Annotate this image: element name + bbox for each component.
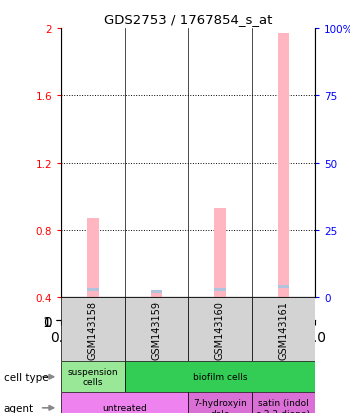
Text: agent: agent (4, 403, 34, 413)
Bar (252, 297, 315, 361)
Bar (214, 209, 225, 297)
Title: GDS2753 / 1767854_s_at: GDS2753 / 1767854_s_at (104, 13, 272, 26)
Bar (188, 392, 252, 413)
Bar (214, 288, 225, 292)
Bar (151, 291, 162, 297)
Text: biofilm cells: biofilm cells (193, 373, 247, 381)
Text: suspension
cells: suspension cells (68, 367, 118, 387)
Bar (188, 297, 252, 361)
Text: GSM143161: GSM143161 (278, 300, 288, 359)
Bar (87, 218, 99, 297)
Bar (252, 392, 315, 413)
Bar (278, 285, 289, 288)
Text: GSM143159: GSM143159 (152, 300, 161, 359)
Text: untreated: untreated (102, 404, 147, 412)
Text: 7-hydroxyin
dole: 7-hydroxyin dole (193, 398, 247, 413)
Bar (125, 297, 188, 361)
Bar (61, 297, 125, 361)
Bar (125, 361, 315, 392)
Text: satin (indol
e-2,3-dione): satin (indol e-2,3-dione) (256, 398, 311, 413)
Text: cell type: cell type (4, 372, 48, 382)
Bar (151, 290, 162, 293)
Bar (87, 288, 99, 292)
Bar (61, 361, 125, 392)
Text: GSM143160: GSM143160 (215, 300, 225, 359)
Text: GSM143158: GSM143158 (88, 300, 98, 359)
Bar (61, 392, 188, 413)
Bar (278, 34, 289, 297)
